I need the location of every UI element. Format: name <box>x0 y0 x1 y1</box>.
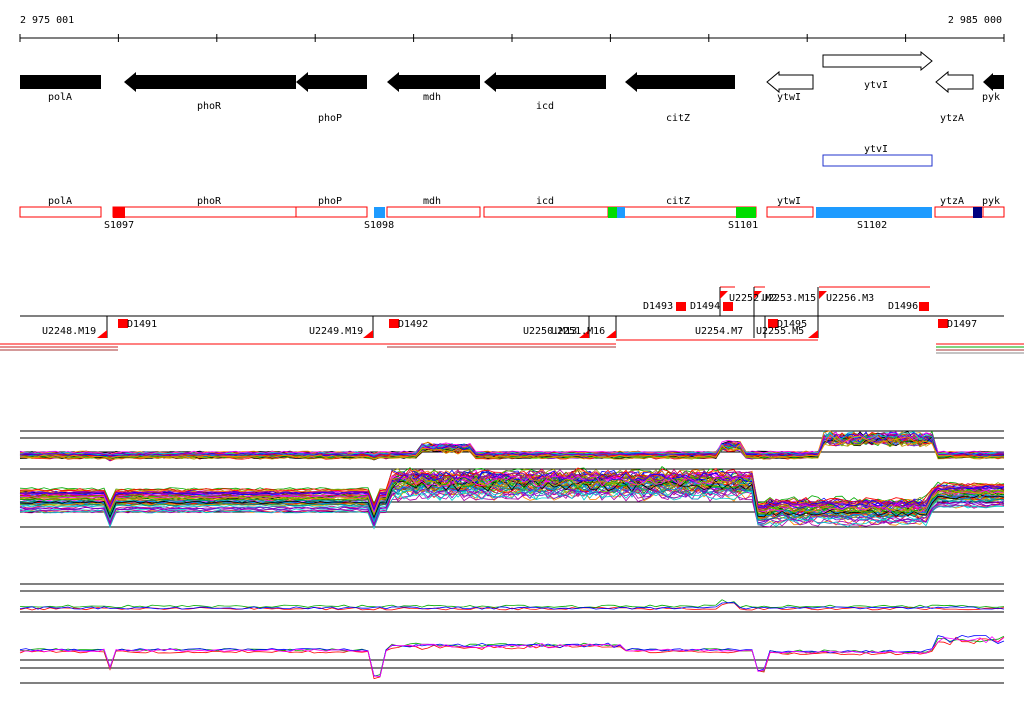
coord-end: 2 985 000 <box>948 15 1002 26</box>
segment-label-phoP: phoP <box>318 196 342 207</box>
gene-label-ytwI: ytwI <box>777 92 801 103</box>
gene-polA[interactable]: polA <box>20 75 101 103</box>
segment-block-blue-2[interactable] <box>617 207 625 218</box>
gene-label-polA: polA <box>48 92 72 103</box>
gene-pyk[interactable]: pyk <box>982 73 1004 103</box>
segment-block-blue-3[interactable] <box>816 207 932 218</box>
marker-U2254[interactable] <box>606 330 616 338</box>
segment-gene-ytwI[interactable]: ytwI <box>766 196 814 218</box>
label-U2253: U2253.M15 <box>762 293 816 304</box>
gene-ytvI[interactable]: ytvI <box>822 50 933 91</box>
label-U2254: U2254.M7 <box>695 326 743 337</box>
marker-D1491[interactable] <box>118 319 128 328</box>
label-U2252: U2252.M2 <box>729 293 777 304</box>
gene-label-icd: icd <box>536 101 554 112</box>
segment-label-icd: icd <box>536 196 554 207</box>
label-U2248: U2248.M19 <box>42 326 96 337</box>
gene-citZ[interactable]: citZ <box>625 72 735 124</box>
label-D1496: D1496 <box>888 301 918 312</box>
gene-ytzA[interactable]: ytzA <box>935 70 974 124</box>
label-U2255: U2255.M5 <box>756 326 804 337</box>
segment-block-green-2[interactable] <box>736 207 756 218</box>
segment-gene-phoR[interactable]: phoR <box>112 196 297 218</box>
gene-label-citZ: citZ <box>666 113 690 124</box>
segment-label-S1102: S1102 <box>857 220 887 231</box>
expression-panel-middle <box>19 466 1005 530</box>
segment-label-ytwI: ytwI <box>777 196 801 207</box>
label-D1492: D1492 <box>398 319 428 330</box>
gene-mdh[interactable]: mdh <box>387 72 480 103</box>
marker-D1494[interactable] <box>723 302 733 311</box>
marker-U2255[interactable] <box>808 330 818 338</box>
label-U2256: U2256.M3 <box>826 293 874 304</box>
marker-D1497[interactable] <box>938 319 948 328</box>
summary-panel <box>19 583 1005 684</box>
label-D1493: D1493 <box>643 301 673 312</box>
segment-gene-phoP[interactable]: phoP <box>295 196 368 218</box>
label-D1495: D1495 <box>777 319 807 330</box>
marker-D1492[interactable] <box>389 319 399 328</box>
segment-label-citZ: citZ <box>666 196 690 207</box>
segment-label-S1101: S1101 <box>728 220 758 231</box>
gene-track: polA phoR phoP mdh icd citZ ytwI ytvI <box>20 50 1004 124</box>
gene-phoP[interactable]: phoP <box>296 72 367 124</box>
marker-U2248[interactable] <box>97 330 107 338</box>
segment-track: polA phoR phoP mdh icd citZ ytwI ytzA <box>19 196 1005 231</box>
gene-phoR[interactable]: phoR <box>124 72 296 112</box>
marker-D1495[interactable] <box>768 319 778 328</box>
segment-gene-polA[interactable]: polA <box>19 196 102 218</box>
gene-icd[interactable]: icd <box>484 72 606 112</box>
gene-label-ytzA: ytzA <box>940 113 964 124</box>
gene-label-mdh: mdh <box>423 92 441 103</box>
segment-label-S1098: S1098 <box>364 220 394 231</box>
ytvI-annotation-box[interactable]: ytvI <box>822 144 933 167</box>
segment-gene-icd[interactable]: icd <box>483 196 609 218</box>
ytvI-box-label: ytvI <box>864 144 888 155</box>
segment-block-green-1[interactable] <box>608 207 617 218</box>
label-U2249: U2249.M19 <box>309 326 363 337</box>
segment-label-ytzA: ytzA <box>940 196 964 207</box>
gene-label-phoR: phoR <box>197 101 222 112</box>
coord-start: 2 975 001 <box>20 15 74 26</box>
segment-block-navy[interactable] <box>973 207 982 218</box>
segment-label-phoR: phoR <box>197 196 222 207</box>
segment-gene-pyk[interactable]: pyk <box>982 196 1005 218</box>
gene-ytwI[interactable]: ytwI <box>766 70 814 103</box>
segment-block-red[interactable] <box>113 207 125 218</box>
gene-label-ytvI: ytvI <box>864 80 888 91</box>
expression-panel-upper <box>19 430 1005 470</box>
label-U2251: U2251.M16 <box>551 326 605 337</box>
coordinate-ruler: 2 975 001 2 985 000 <box>19 15 1005 42</box>
marker-U2252[interactable] <box>720 291 728 299</box>
marker-D1493[interactable] <box>676 302 686 311</box>
marker-U2251[interactable] <box>579 330 589 338</box>
segment-gene-mdh[interactable]: mdh <box>386 196 481 218</box>
label-D1494: D1494 <box>690 301 720 312</box>
gene-label-phoP: phoP <box>318 113 342 124</box>
marker-D1496[interactable] <box>919 302 929 311</box>
segment-gene-citZ[interactable]: citZ <box>607 196 757 218</box>
marker-U2256[interactable] <box>819 291 827 299</box>
marker-U2249[interactable] <box>363 330 373 338</box>
segment-block-blue-1[interactable] <box>374 207 385 218</box>
marker-U2253[interactable] <box>754 291 762 299</box>
segment-label-polA: polA <box>48 196 72 207</box>
label-D1491: D1491 <box>127 319 157 330</box>
segment-label-mdh: mdh <box>423 196 441 207</box>
segment-label-pyk: pyk <box>982 196 1000 207</box>
label-D1497: D1497 <box>947 319 977 330</box>
feature-track: D1493 D1494 U2252.M2 U2253.M15 U2256.M3 … <box>0 286 1024 354</box>
gene-label-pyk: pyk <box>982 92 1000 103</box>
segment-label-S1097: S1097 <box>104 220 134 231</box>
label-U2250: U2250.M13 <box>523 326 577 337</box>
